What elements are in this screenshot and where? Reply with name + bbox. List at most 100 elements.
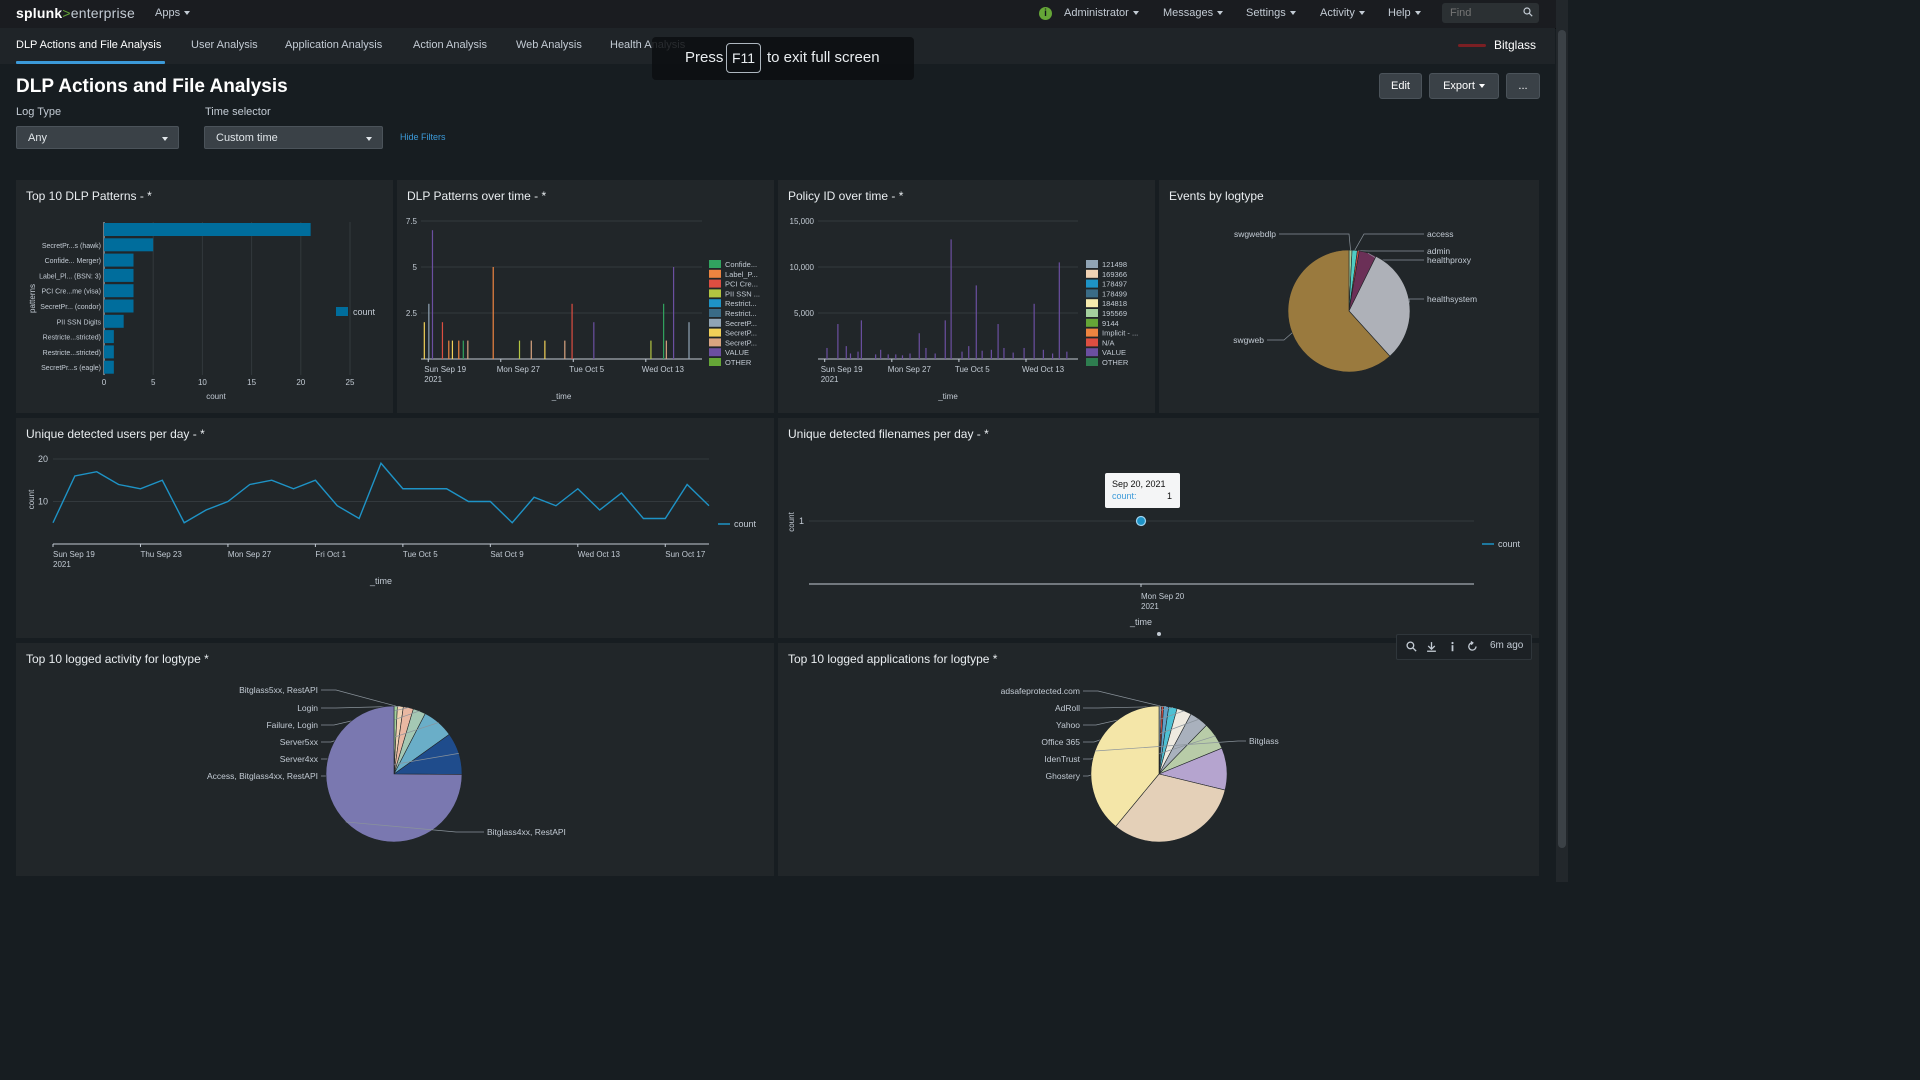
panel-events-by-logtype: Events by logtype swgwebdlp access admin he… xyxy=(1159,180,1539,413)
legend-swatch xyxy=(1086,279,1098,288)
x-tick-label: 2021 xyxy=(821,375,839,384)
bar xyxy=(530,340,532,359)
apps-menu[interactable]: Apps xyxy=(155,7,191,19)
tab-action-analysis[interactable]: Action Analysis xyxy=(413,39,487,51)
scrollbar-thumb[interactable] xyxy=(1558,30,1566,848)
top-apps-chart: adsafeprotected.com AdRoll Yahoo Office 365… xyxy=(1001,686,1279,843)
settings-menu[interactable]: Settings xyxy=(1246,7,1296,19)
bar xyxy=(961,351,963,359)
log-type-select[interactable]: Any xyxy=(16,126,179,149)
chevron-down-icon xyxy=(1132,11,1139,16)
administrator-menu[interactable]: Administrator xyxy=(1064,7,1139,19)
x-tick-label: Tue Oct 5 xyxy=(569,365,604,374)
legend-label: Confide... xyxy=(725,260,757,269)
legend-label: 184818 xyxy=(1102,299,1127,308)
page-scrollbar[interactable] xyxy=(1556,0,1568,882)
search-icon[interactable] xyxy=(1406,641,1417,652)
x-axis-label: _time xyxy=(937,392,958,401)
bar xyxy=(837,324,839,359)
pie-label: Failure, Login xyxy=(266,720,318,730)
messages-menu[interactable]: Messages xyxy=(1163,7,1224,19)
legend-swatch xyxy=(709,358,721,366)
chevron-down-icon xyxy=(1358,11,1365,16)
tab-web-analysis[interactable]: Web Analysis xyxy=(516,39,582,51)
bar xyxy=(826,347,828,359)
bar xyxy=(564,340,566,359)
bar xyxy=(1042,349,1044,359)
chevron-down-icon xyxy=(366,137,372,141)
legend-swatch xyxy=(709,338,721,347)
panel-title: Top 10 logged applications for logtype * xyxy=(788,652,998,666)
pie-slice xyxy=(1348,255,1411,357)
bar xyxy=(428,303,430,359)
y-tick-label: Label_Pl... (BSN: 3) xyxy=(39,273,101,280)
legend-swatch xyxy=(709,260,721,268)
download-icon[interactable] xyxy=(1426,641,1437,652)
bar xyxy=(1003,347,1005,359)
nav-brand: Bitglass xyxy=(1494,38,1537,52)
x-tick-label: 5 xyxy=(151,378,156,387)
chevron-down-icon xyxy=(184,11,191,16)
legend-swatch xyxy=(709,348,721,357)
pie-label: AdRoll xyxy=(1055,703,1080,713)
x-tick-label: Tue Oct 5 xyxy=(403,550,438,559)
legend-label: 121498 xyxy=(1102,260,1127,269)
legend-label: OTHER xyxy=(1102,358,1129,367)
time-selector-select[interactable]: Custom time xyxy=(204,126,383,149)
x-tick-label: Fri Oct 1 xyxy=(315,550,346,559)
legend-swatch xyxy=(1086,348,1098,357)
tab-dlp-actions[interactable]: DLP Actions and File Analysis xyxy=(16,39,162,51)
export-button[interactable]: Export xyxy=(1429,73,1499,99)
bar xyxy=(968,346,970,359)
y-tick-label: Confide... Merger) xyxy=(45,258,101,265)
legend-label: count xyxy=(353,307,376,317)
y-tick-label: Restricte...stricted) xyxy=(43,350,101,357)
bar xyxy=(1058,262,1060,359)
bar xyxy=(934,353,936,359)
panel-title: Unique detected filenames per day - * xyxy=(788,427,989,441)
edit-button[interactable]: Edit xyxy=(1379,73,1422,99)
help-menu[interactable]: Help xyxy=(1388,7,1421,19)
find-input[interactable] xyxy=(1448,6,1522,20)
tab-user-analysis[interactable]: User Analysis xyxy=(191,39,258,51)
y-axis-label: count xyxy=(27,489,36,509)
bar xyxy=(688,322,690,359)
bar xyxy=(901,355,904,359)
refresh-icon[interactable] xyxy=(1467,641,1478,652)
y-axis-label: count xyxy=(787,511,796,531)
pie-label: adsafeprotected.com xyxy=(1001,686,1080,696)
x-tick-label: Mon Sep 27 xyxy=(497,365,541,374)
tab-application-analysis[interactable]: Application Analysis xyxy=(285,39,383,51)
bar xyxy=(104,253,134,267)
top-dlp-patterns-chart: 0 5 10 15 20 25 SecretPr...s (hawk) Confide... … xyxy=(28,222,376,401)
splunk-logo[interactable]: splunk>enterprise xyxy=(16,5,135,21)
bar xyxy=(895,354,897,359)
chevron-down-icon xyxy=(1289,11,1296,16)
bar xyxy=(104,299,134,313)
more-actions-button[interactable]: ... xyxy=(1506,73,1540,99)
tooltip-value: 1 xyxy=(1166,491,1172,501)
y-tick-label: PII SSN Digits xyxy=(57,319,102,326)
bar xyxy=(104,314,124,328)
info-icon[interactable] xyxy=(1447,641,1458,652)
pie-label: access xyxy=(1427,229,1453,239)
x-tick-label: 15 xyxy=(247,378,256,387)
pie-label: Server4xx xyxy=(280,754,319,764)
search-icon[interactable] xyxy=(1523,7,1533,17)
y-tick-label: 10,000 xyxy=(790,263,815,272)
info-icon[interactable]: i xyxy=(1039,7,1052,20)
y-tick-label: 5 xyxy=(413,263,418,272)
pie-leader-line xyxy=(321,705,401,709)
activity-menu[interactable]: Activity xyxy=(1320,7,1365,19)
hide-filters-link[interactable]: Hide Filters xyxy=(400,132,446,142)
bar xyxy=(104,238,154,252)
x-tick-label: Wed Oct 13 xyxy=(578,550,621,559)
bar xyxy=(104,268,134,282)
fullscreen-notice-text: Press xyxy=(685,49,724,66)
pagination-dot xyxy=(1157,632,1161,636)
x-tick-label: Tue Oct 5 xyxy=(955,365,990,374)
